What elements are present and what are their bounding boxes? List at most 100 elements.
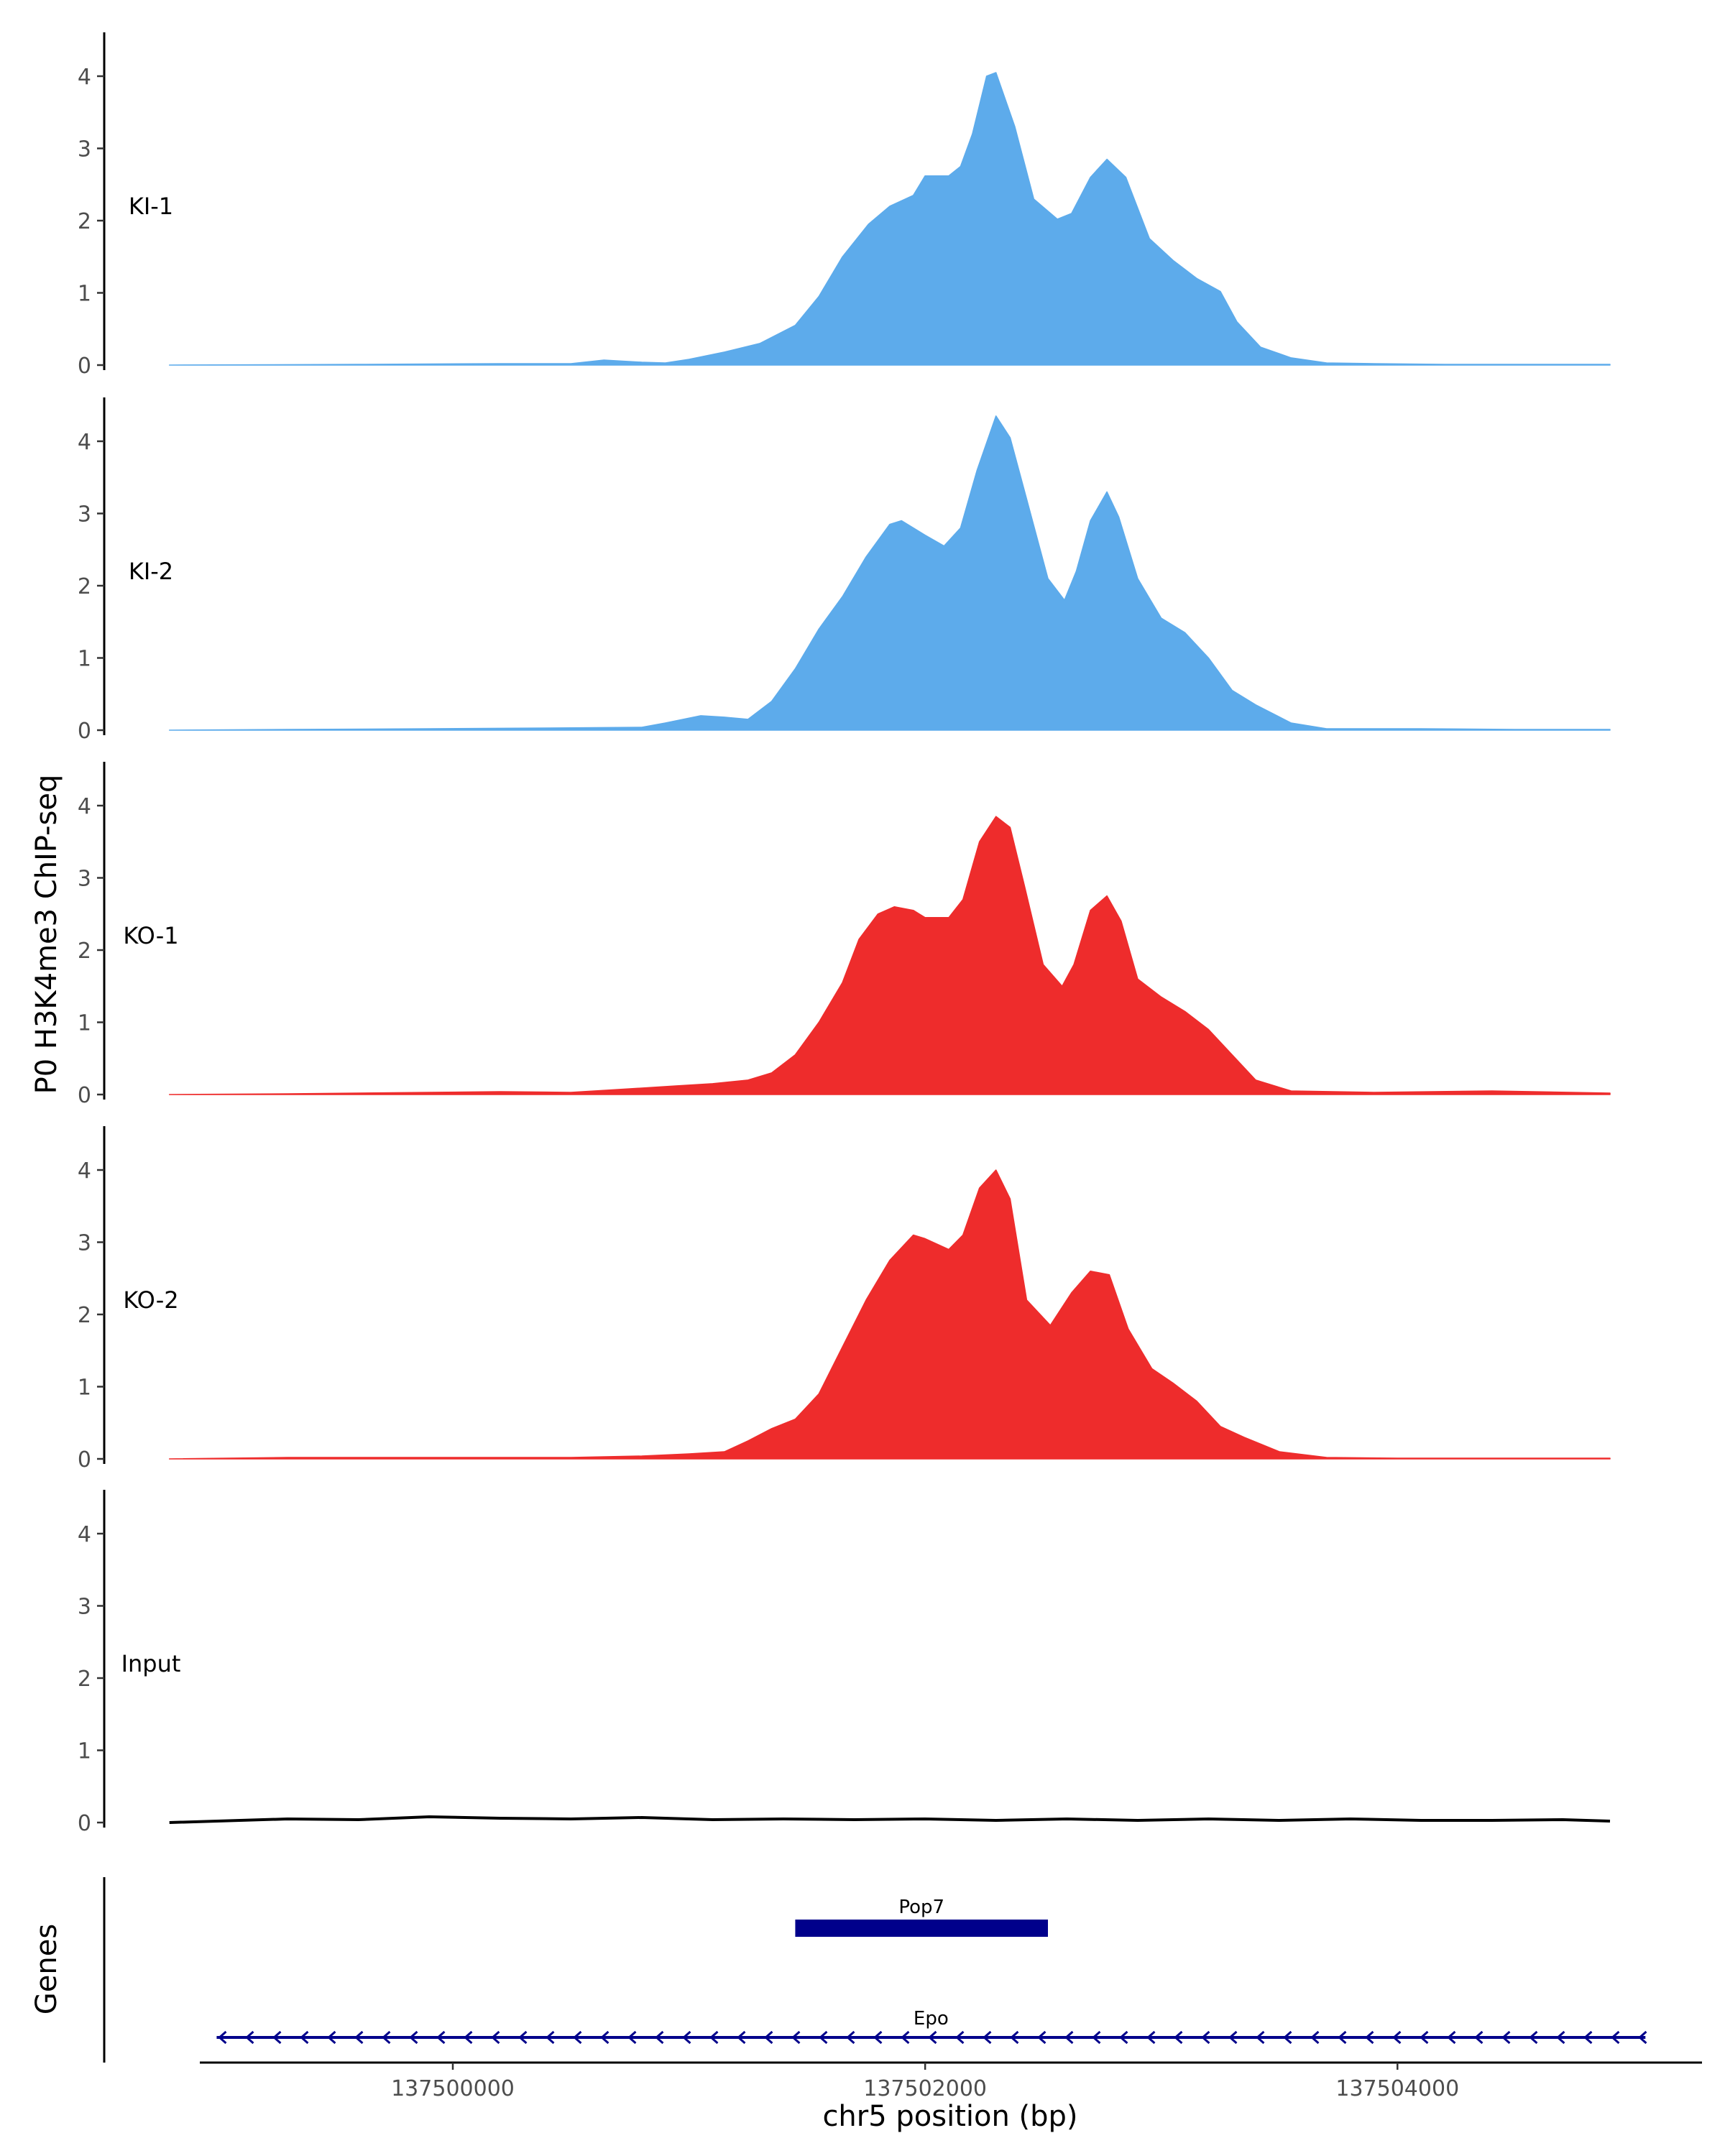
signal-area bbox=[168, 816, 1611, 1095]
genes-panel: Genes Pop7 Epo bbox=[30, 1877, 1647, 2063]
strand-arrow bbox=[1256, 2030, 1265, 2045]
y-tick-label: 2 bbox=[78, 939, 91, 964]
y-tick-label: 1 bbox=[78, 1011, 91, 1036]
strand-arrow bbox=[436, 2030, 446, 2045]
signal-area bbox=[168, 1169, 1611, 1460]
strand-arrow bbox=[1420, 2030, 1429, 2045]
signal-area bbox=[168, 72, 1611, 366]
strand-arrow bbox=[518, 2030, 528, 2045]
strand-arrow bbox=[1338, 2030, 1347, 2045]
strand-arrow bbox=[901, 2030, 910, 2045]
strand-arrow bbox=[709, 2030, 719, 2045]
strand-arrow bbox=[491, 2030, 500, 2045]
strand-arrow bbox=[245, 2030, 254, 2045]
y-tick-label: 0 bbox=[78, 1447, 91, 1473]
strand-arrow bbox=[218, 2030, 227, 2045]
strand-arrow bbox=[1365, 2030, 1374, 2045]
strand-arrow bbox=[1447, 2030, 1456, 2045]
strand-arrow bbox=[1228, 2030, 1238, 2045]
strand-arrow bbox=[682, 2030, 691, 2045]
strand-arrow bbox=[1064, 2030, 1074, 2045]
y-tick-label: 0 bbox=[78, 354, 91, 379]
y-tick-label: 3 bbox=[78, 1231, 91, 1256]
strand-arrow bbox=[573, 2030, 582, 2045]
track-ki-2: 0 1 2 3 4 KI-2 bbox=[78, 397, 1611, 744]
track-label: KI-2 bbox=[129, 558, 173, 585]
x-axis-title: chr5 position (bp) bbox=[822, 2100, 1077, 2133]
y-tick-label: 3 bbox=[78, 137, 91, 162]
y-tick-label: 0 bbox=[78, 1811, 91, 1836]
strand-arrow bbox=[1201, 2030, 1210, 2045]
strand-arrow bbox=[1146, 2030, 1156, 2045]
x-tick-label: 137502000 bbox=[863, 2076, 987, 2101]
y-tick-label: 3 bbox=[78, 502, 91, 528]
gene-label: Pop7 bbox=[898, 1897, 944, 1918]
strand-arrow bbox=[382, 2030, 391, 2045]
track-ko-1: 0 1 2 3 4 KO-1 bbox=[78, 762, 1611, 1108]
strand-arrow bbox=[300, 2030, 309, 2045]
track-ki-1: 0 1 2 3 4 KI-1 bbox=[78, 32, 1611, 379]
strand-arrow bbox=[272, 2030, 282, 2045]
strand-arrow bbox=[791, 2030, 801, 2045]
strand-arrow bbox=[1529, 2030, 1538, 2045]
strand-arrow bbox=[1474, 2030, 1484, 2045]
strand-arrow bbox=[737, 2030, 746, 2045]
y-tick-label: 4 bbox=[78, 65, 91, 90]
strand-arrow bbox=[1092, 2030, 1101, 2045]
strand-arrow bbox=[1611, 2030, 1620, 2045]
strand-arrow bbox=[655, 2030, 664, 2045]
strand-arrow bbox=[983, 2030, 992, 2045]
strand-arrow bbox=[1583, 2030, 1593, 2045]
strand-arrow bbox=[846, 2030, 855, 2045]
track-input: 0 1 2 3 4 Input bbox=[78, 1490, 1611, 1836]
genes-axis-title: Genes bbox=[30, 1924, 63, 2014]
track-label: KO-2 bbox=[123, 1286, 178, 1314]
signal-area bbox=[168, 415, 1611, 731]
y-tick-label: 4 bbox=[78, 1522, 91, 1547]
x-tick-label: 137500000 bbox=[391, 2076, 515, 2101]
strand-arrow bbox=[1037, 2030, 1046, 2045]
strand-arrow bbox=[928, 2030, 937, 2045]
y-axis-title: P0 H3K4me3 ChIP-seq bbox=[30, 775, 63, 1095]
track-label: Input bbox=[121, 1650, 181, 1677]
strand-arrow bbox=[1556, 2030, 1565, 2045]
y-tick-label: 1 bbox=[78, 282, 91, 307]
y-tick-label: 3 bbox=[78, 1595, 91, 1620]
x-tick-label: 137504000 bbox=[1335, 2076, 1459, 2101]
y-tick-label: 4 bbox=[78, 430, 91, 455]
strand-arrow bbox=[955, 2030, 965, 2045]
strand-arrow bbox=[409, 2030, 418, 2045]
strand-arrow bbox=[1174, 2030, 1183, 2045]
track-ko-2: 0 1 2 3 4 KO-2 bbox=[78, 1126, 1611, 1473]
strand-arrow bbox=[600, 2030, 610, 2045]
y-tick-label: 3 bbox=[78, 867, 91, 892]
strand-arrow bbox=[627, 2030, 637, 2045]
y-tick-label: 4 bbox=[78, 1158, 91, 1184]
strand-arrow bbox=[819, 2030, 828, 2045]
strand-arrow bbox=[464, 2030, 473, 2045]
y-tick-label: 1 bbox=[78, 1739, 91, 1764]
gene-label: Epo bbox=[914, 2008, 949, 2030]
y-tick-label: 0 bbox=[78, 719, 91, 744]
y-tick-label: 1 bbox=[78, 647, 91, 672]
y-tick-label: 1 bbox=[78, 1376, 91, 1401]
strand-arrow bbox=[546, 2030, 555, 2045]
gene-epo: Epo bbox=[216, 2008, 1647, 2045]
strand-arrow bbox=[1638, 2030, 1647, 2045]
strand-arrow bbox=[354, 2030, 364, 2045]
strand-arrow bbox=[1392, 2030, 1402, 2045]
strand-arrow bbox=[327, 2030, 336, 2045]
y-tick-label: 2 bbox=[78, 209, 91, 234]
strand-arrow bbox=[764, 2030, 773, 2045]
y-tick-label: 2 bbox=[78, 1303, 91, 1328]
gene-body bbox=[795, 1920, 1048, 1937]
y-tick-label: 4 bbox=[78, 794, 91, 819]
strand-arrow bbox=[1283, 2030, 1292, 2045]
strand-arrow bbox=[1010, 2030, 1019, 2045]
y-tick-label: 2 bbox=[78, 574, 91, 599]
strand-arrow bbox=[873, 2030, 883, 2045]
gene-pop7: Pop7 bbox=[795, 1897, 1048, 1937]
signal-line bbox=[169, 1815, 1611, 1824]
y-tick-label: 0 bbox=[78, 1083, 91, 1108]
